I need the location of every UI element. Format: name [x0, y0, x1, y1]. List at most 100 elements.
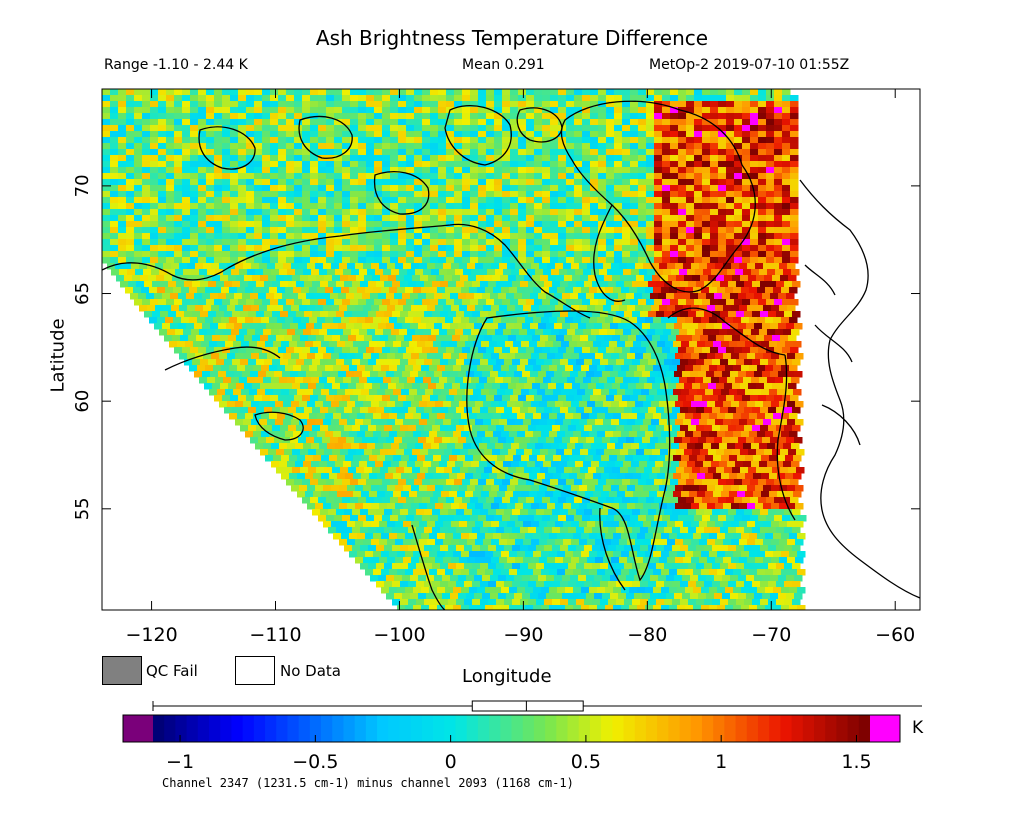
heatmap-cell: [262, 245, 271, 252]
heatmap-cell: [446, 239, 455, 246]
heatmap-cell: [230, 173, 239, 180]
heatmap-cell: [773, 317, 782, 324]
heatmap-cell: [497, 389, 506, 396]
heatmap-cell: [158, 179, 167, 186]
heatmap-cell: [310, 173, 319, 180]
heatmap-cell: [677, 413, 686, 420]
heatmap-cell: [670, 203, 679, 210]
heatmap-cell: [780, 449, 789, 456]
heatmap-cell: [701, 413, 710, 420]
heatmap-cell: [558, 257, 567, 264]
heatmap-cell: [534, 221, 543, 228]
heatmap-cell: [478, 143, 487, 150]
heatmap-cell: [606, 227, 615, 234]
heatmap-cell: [758, 299, 767, 306]
heatmap-cell: [762, 323, 771, 330]
heatmap-cell: [302, 173, 311, 180]
heatmap-cell: [260, 449, 269, 456]
heatmap-cell: [398, 107, 407, 114]
heatmap-cell: [330, 437, 339, 444]
heatmap-cell: [469, 431, 478, 438]
heatmap-cell: [710, 197, 719, 204]
heatmap-cell: [382, 209, 391, 216]
heatmap-cell: [220, 275, 229, 282]
heatmap-cell: [592, 311, 601, 318]
heatmap-cell: [681, 389, 690, 396]
heatmap-cell: [382, 155, 391, 162]
heatmap-cell: [486, 215, 495, 222]
heatmap-cell: [702, 395, 711, 402]
heatmap-cell: [319, 269, 328, 276]
heatmap-cell: [591, 329, 600, 336]
heatmap-cell: [299, 353, 308, 360]
heatmap-cell: [506, 293, 515, 300]
heatmap-cell: [774, 197, 783, 204]
heatmap-cell: [214, 215, 223, 222]
heatmap-cell: [310, 227, 319, 234]
heatmap-cell: [266, 293, 275, 300]
heatmap-cell: [518, 167, 527, 174]
heatmap-cell: [761, 389, 770, 396]
heatmap-cell: [358, 197, 367, 204]
heatmap-cell: [326, 245, 335, 252]
heatmap-cell: [206, 203, 215, 210]
heatmap-cell: [393, 341, 402, 348]
heatmap-cell: [491, 305, 500, 312]
heatmap-cell: [671, 443, 680, 450]
heatmap-cell: [654, 89, 663, 96]
heatmap-cell: [388, 383, 397, 390]
heatmap-cell: [199, 377, 208, 384]
heatmap-cell: [634, 293, 643, 300]
heatmap-cell: [350, 101, 359, 108]
heatmap-cell: [674, 437, 683, 444]
heatmap-cell: [663, 329, 672, 336]
heatmap-cell: [574, 215, 583, 222]
heatmap-cell: [274, 371, 283, 378]
heatmap-cell: [465, 389, 474, 396]
heatmap-cell: [279, 269, 288, 276]
heatmap-cell: [711, 329, 720, 336]
heatmap-cell: [751, 377, 760, 384]
heatmap-cell: [590, 215, 599, 222]
heatmap-cell: [300, 383, 309, 390]
heatmap-cell: [358, 107, 367, 114]
heatmap-cell: [311, 443, 320, 450]
heatmap-cell: [602, 371, 611, 378]
heatmap-cell: [598, 203, 607, 210]
heatmap-cell: [323, 419, 332, 426]
heatmap-cell: [118, 203, 127, 210]
heatmap-cell: [478, 149, 487, 156]
heatmap-cell: [604, 383, 613, 390]
heatmap-cell: [382, 233, 391, 240]
heatmap-cell: [614, 257, 623, 264]
heatmap-cell: [430, 131, 439, 138]
heatmap-cell: [574, 185, 583, 192]
heatmap-cell: [480, 407, 489, 414]
heatmap-cell: [428, 383, 437, 390]
heatmap-cell: [566, 125, 575, 132]
heatmap-cell: [286, 197, 295, 204]
heatmap-cell: [301, 365, 310, 372]
heatmap-cell: [787, 305, 796, 312]
heatmap-cell: [558, 197, 567, 204]
heatmap-cell: [214, 185, 223, 192]
heatmap-cell: [182, 209, 191, 216]
heatmap-cell: [275, 419, 284, 426]
heatmap-cell: [707, 305, 716, 312]
heatmap-cell: [421, 287, 430, 294]
heatmap-cell: [278, 299, 287, 306]
heatmap-cell: [149, 317, 158, 324]
heatmap-cell: [464, 359, 473, 366]
heatmap-cell: [422, 395, 431, 402]
heatmap-cell: [206, 191, 215, 198]
heatmap-cell: [662, 191, 671, 198]
heatmap-cell: [318, 173, 327, 180]
heatmap-cell: [182, 89, 191, 96]
heatmap-cell: [197, 317, 206, 324]
heatmap-cell: [459, 305, 468, 312]
heatmap-cell: [526, 185, 535, 192]
heatmap-cell: [781, 287, 790, 294]
heatmap-cell: [496, 407, 505, 414]
heatmap-cell: [790, 185, 799, 192]
heatmap-cell: [486, 149, 495, 156]
